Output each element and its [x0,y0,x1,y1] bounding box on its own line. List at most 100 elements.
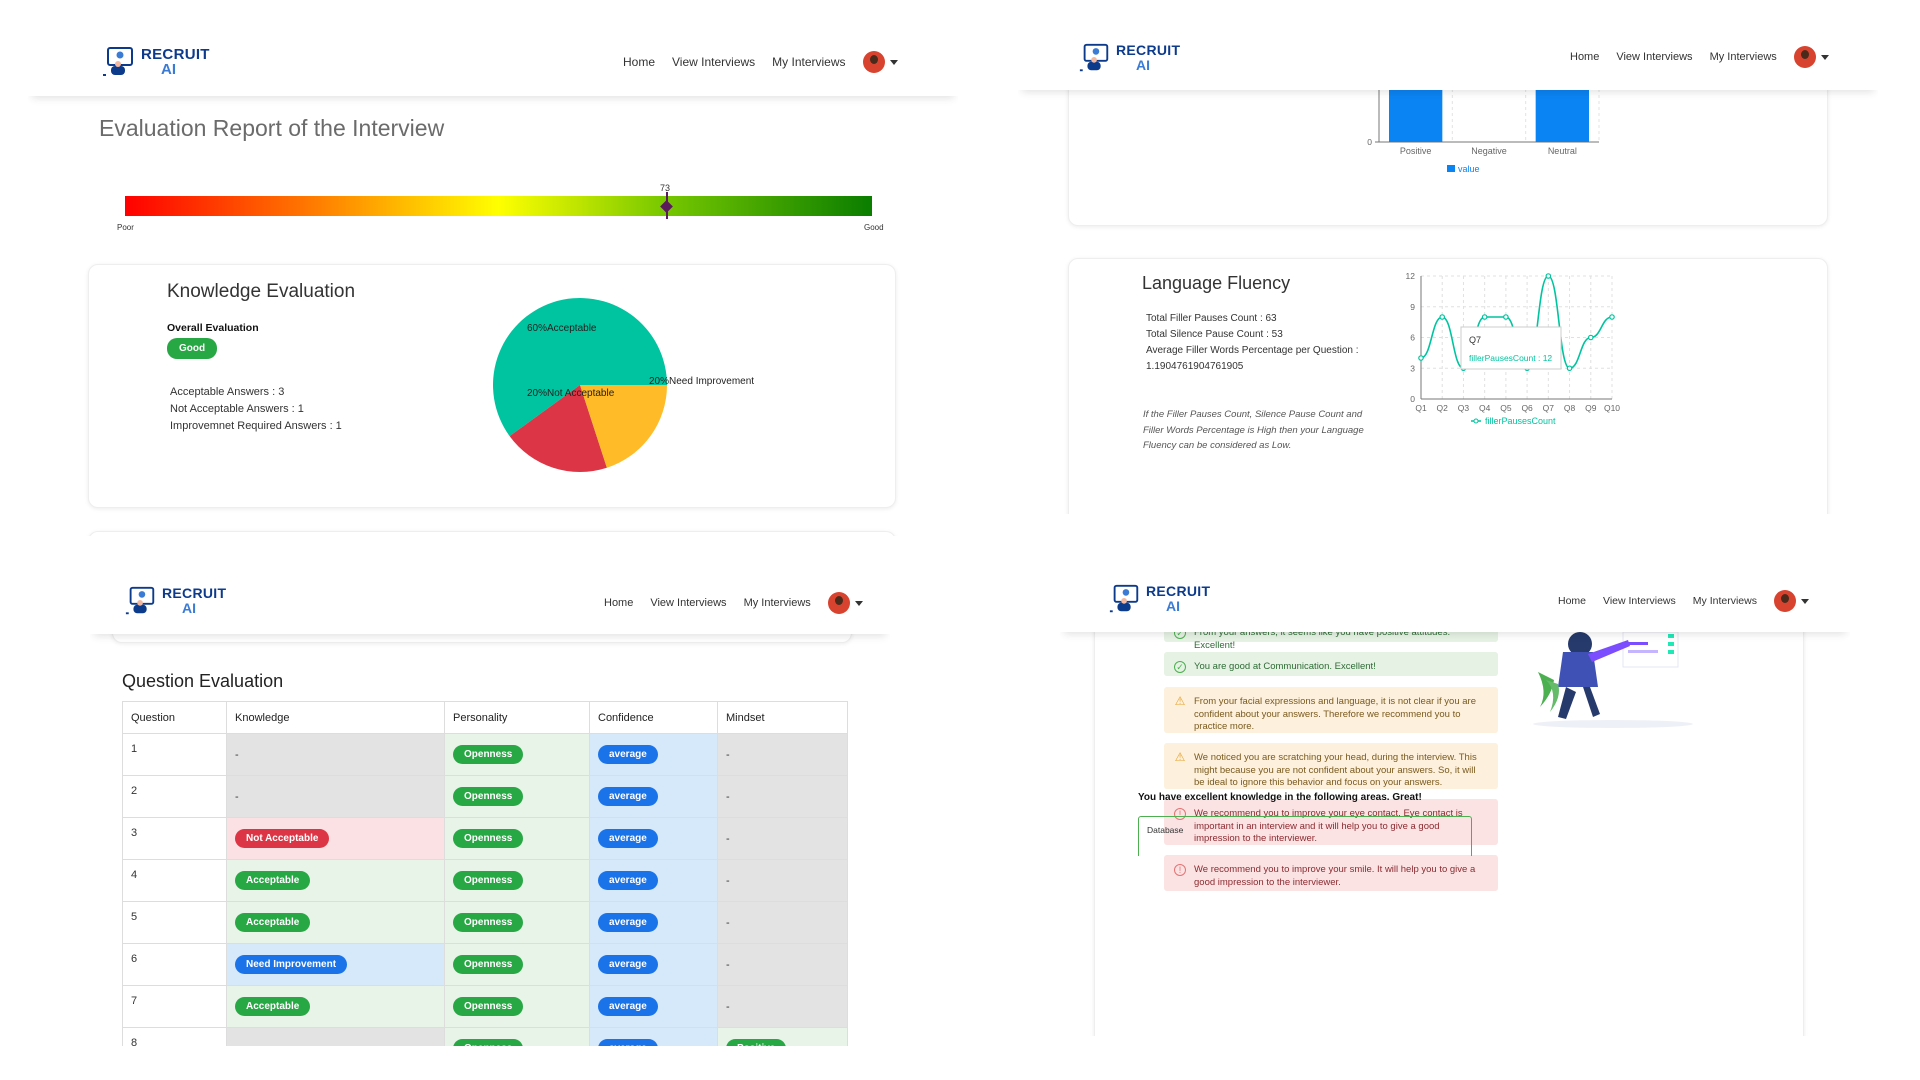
panel-charts: RECRUIT AI Home View Interviews My Interv… [1018,24,1878,514]
brand-line1: RECRUIT [162,585,227,601]
cell-mindset: - [717,817,848,860]
overall-badge: Good [167,338,218,359]
pie-slice-need-improvement[interactable] [580,385,667,468]
data-point[interactable] [1503,314,1509,320]
stat-filler-words-value: 1.1904761904761905 [1146,361,1244,372]
interview-logo-icon [125,586,155,615]
caret-down-icon[interactable] [1820,54,1829,60]
brand-line2: AI [1166,598,1180,614]
x-tick-label: Positive [1400,146,1432,156]
nav-view-interviews[interactable]: View Interviews [672,55,756,69]
y-tick-label: 9 [1410,302,1415,312]
recommendation-err: ! We recommend you to improve your smile.… [1164,855,1498,891]
recommendation-text: We noticed you are scratching your head,… [1194,752,1477,788]
table-row: 2- Openness average - [122,775,848,818]
table-row: 8- Openness average Positive [122,1027,848,1046]
y-tick-label: 6 [1410,333,1415,343]
confidence-badge: average [598,871,658,890]
col-knowledge: Knowledge [226,701,445,734]
cell-knowledge: Acceptable [226,985,445,1028]
confidence-badge: average [598,787,658,806]
cell-knowledge: - [226,733,445,776]
cell-confidence: average [589,775,718,818]
cell-question: 8 [122,1027,227,1046]
table-row: 4 Acceptable Openness average - [122,859,848,902]
legend-label: fillerPausesCount [1485,416,1556,426]
brand-line1: RECRUIT [1146,583,1211,599]
x-tick-label: Q1 [1415,403,1427,413]
user-avatar[interactable] [1793,46,1816,68]
cell-question: 5 [122,901,227,944]
nav-home[interactable]: Home [604,597,634,609]
nav-home[interactable]: Home [1558,595,1587,607]
recommendation-err: ! We recommend you to improve your eye co… [1164,799,1498,845]
caret-down-icon[interactable] [854,600,863,606]
nav-home[interactable]: Home [1570,51,1600,63]
brand-line2: AI [1136,57,1150,73]
knowledge-badge: Not Acceptable [235,829,330,848]
data-point[interactable] [1481,314,1488,320]
alert-circle-icon: ! [1174,864,1186,876]
pie-slice-not-acceptable[interactable] [509,385,607,472]
table-row: 7 Acceptable Openness average - [122,985,848,1028]
page-title: Evaluation Report of the Interview [99,115,445,141]
cell-mindset: - [717,733,848,776]
y-tick-label: 3 [1410,363,1415,373]
data-point[interactable] [1566,365,1573,372]
caret-down-icon[interactable] [889,59,898,65]
warning-icon: ⚠ [1174,750,1186,764]
cell-knowledge: Need Improvement [226,943,445,986]
nav-my-interviews[interactable]: My Interviews [1692,595,1757,607]
cell-personality: Openness [444,817,590,860]
data-point[interactable] [1439,314,1446,320]
cell-confidence: average [589,733,718,776]
nav-my-interviews[interactable]: My Interviews [1709,51,1777,63]
cell-personality: Openness [444,733,590,776]
recommendation-warn: ⚠ We noticed you are scratching your head… [1164,743,1498,789]
knowledge-title: Knowledge Evaluation [167,281,356,302]
pie-slice-acceptable[interactable] [493,298,667,437]
tooltip-value: fillerPausesCount : 12 [1469,353,1552,363]
logo[interactable]: RECRUIT AI [1108,582,1210,616]
table-row: 6 Need Improvement Openness average - [122,943,848,986]
pie-label: 20%Not Acceptable [527,388,615,399]
gauge-low-label: Poor [117,223,134,232]
nav-view-interviews[interactable]: View Interviews [1603,595,1676,607]
caret-down-icon[interactable] [1800,598,1809,604]
panel-evaluation-report: RECRUIT AI Home View Interviews My Interv… [28,26,958,536]
data-point[interactable] [1418,355,1424,361]
warning-icon: ⚠ [1174,694,1186,708]
user-avatar[interactable] [862,51,885,73]
recommendation-text: You are good at Communication. Excellent… [1194,661,1376,672]
brand-line1: RECRUIT [1116,42,1181,58]
navbar: RECRUIT AI Home View Interviews My Interv… [1060,566,1850,632]
x-tick-label: Negative [1471,146,1507,156]
col-confidence: Confidence [589,701,718,734]
user-avatar[interactable] [1773,590,1796,612]
data-point[interactable] [1609,314,1615,320]
nav-view-interviews[interactable]: View Interviews [650,597,727,609]
knowledge-badge: Acceptable [235,997,311,1016]
cell-mindset: - [717,859,848,902]
fluency-title: Language Fluency [1142,273,1291,293]
logo[interactable]: RECRUIT AI [101,44,210,80]
chart-tooltip: Q7 fillerPausesCount : 12 [1460,326,1562,370]
data-point[interactable] [1587,334,1594,341]
data-point[interactable] [1545,273,1552,279]
nav-view-interviews[interactable]: View Interviews [1616,51,1693,63]
cell-personality: Openness [444,943,590,986]
user-avatar[interactable] [827,592,850,614]
logo[interactable]: RECRUIT AI [124,584,226,618]
cell-confidence: average [589,901,718,944]
confidence-badge: average [598,745,658,764]
x-tick-label: Q10 [1604,403,1620,413]
nav-my-interviews[interactable]: My Interviews [743,597,811,609]
nav-home[interactable]: Home [623,55,656,69]
logo[interactable]: RECRUIT AI [1078,41,1180,75]
recommendation-text: We recommend you to improve your eye con… [1194,808,1463,844]
cell-knowledge: Acceptable [226,901,445,944]
cell-personality: Openness [444,901,590,944]
nav-my-interviews[interactable]: My Interviews [772,55,846,69]
cell-confidence: average [589,1027,718,1046]
knowledge-badge: Acceptable [235,913,311,932]
